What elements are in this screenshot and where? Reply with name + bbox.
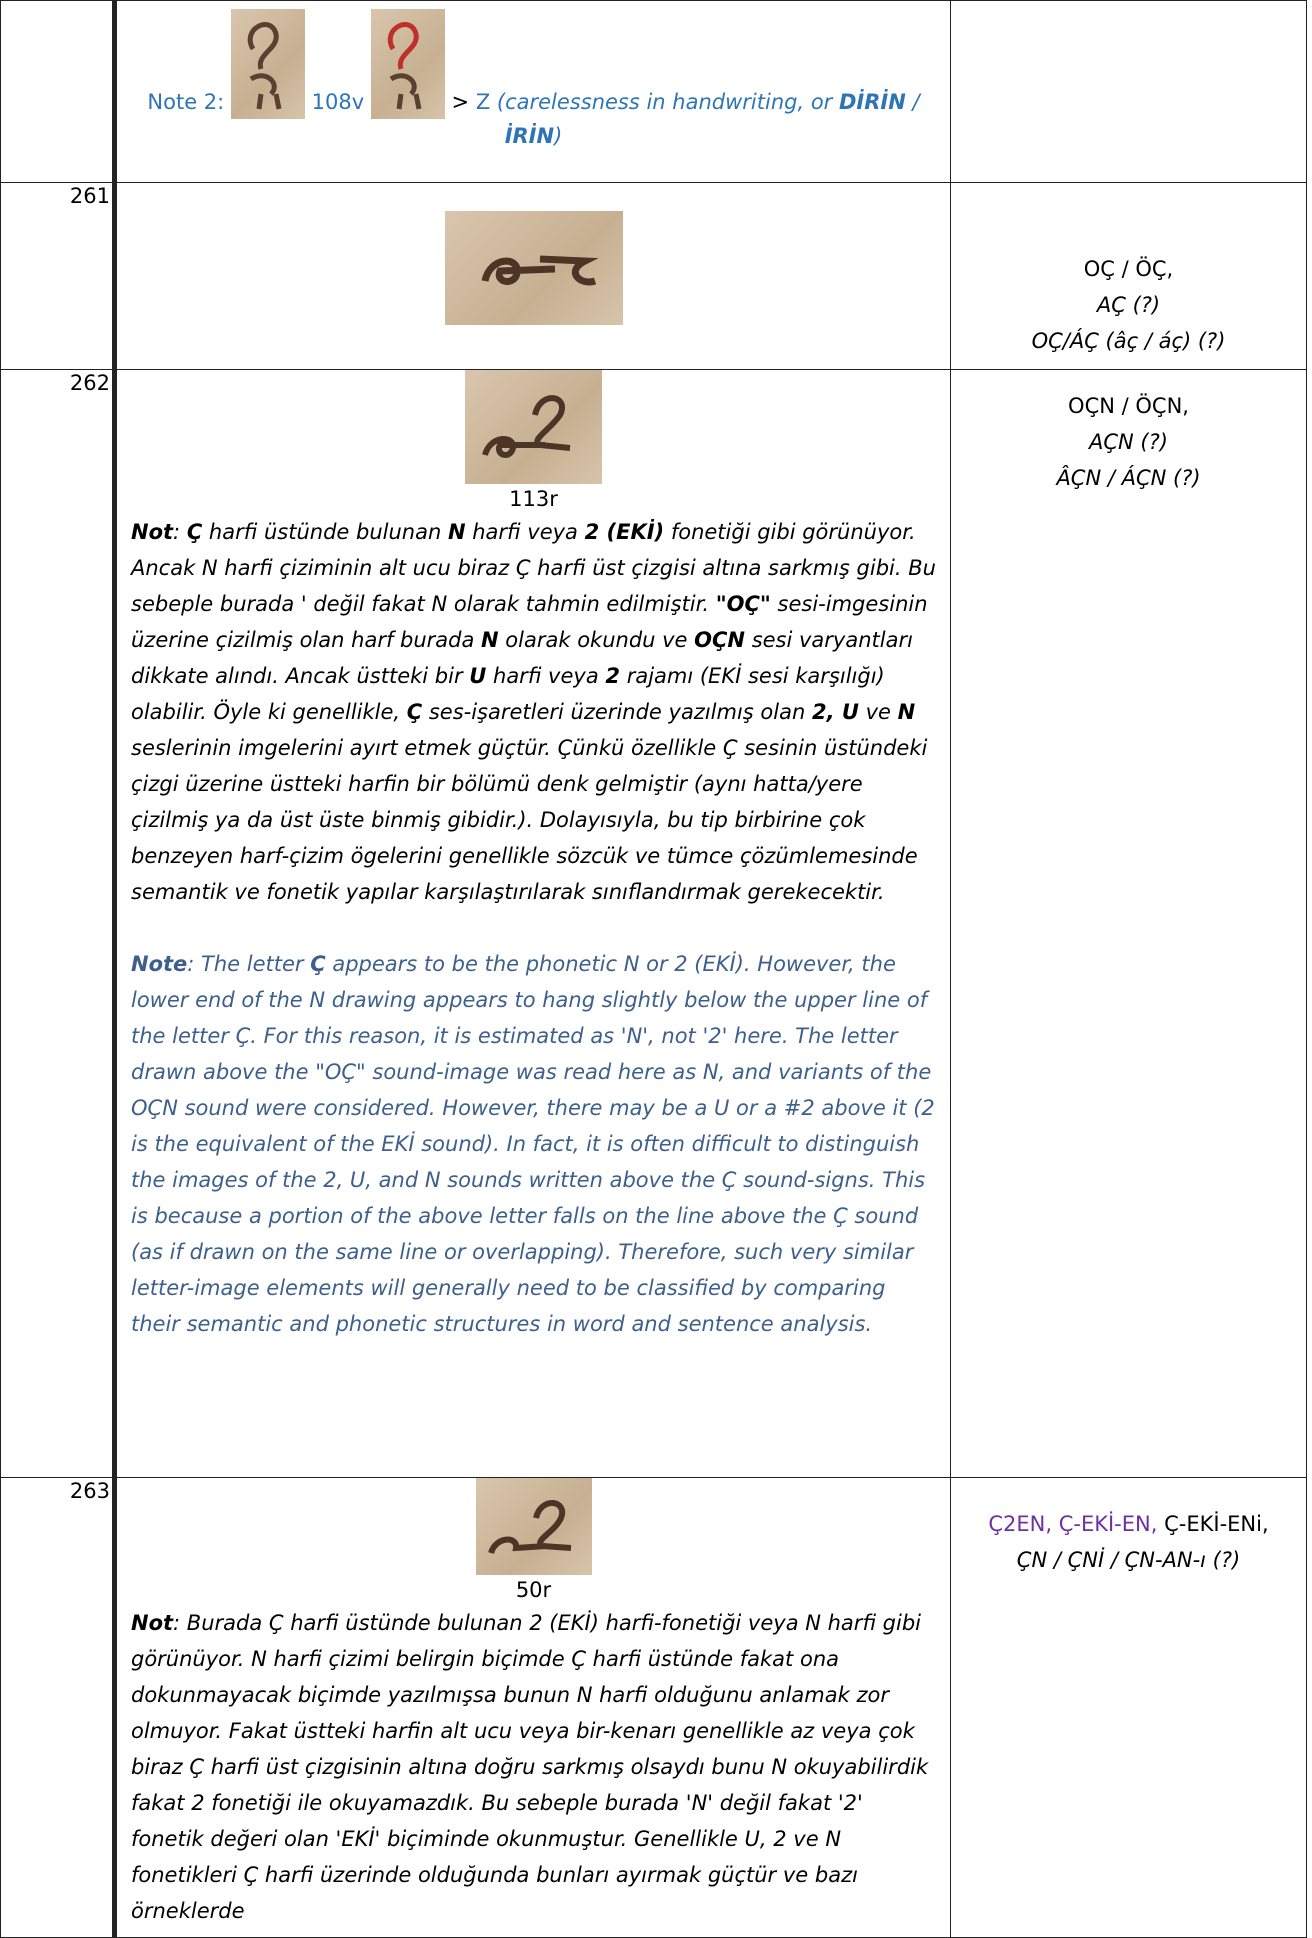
text-run: sesi varyantları dikkate alındı. Ancak ü… (131, 628, 913, 688)
reading-line: AÇ (?) (952, 287, 1306, 323)
text-run: Ç (186, 520, 203, 544)
text-run: İRİN (504, 124, 555, 148)
row: 261 OÇ / ÖÇ, AÇ (?) OÇ/ÁÇ (âç / áç) (?) (0, 182, 1307, 370)
text-run: rajamı (EKİ sesi karşılığı) olabilir. Öy… (131, 664, 885, 724)
readings: OÇ / ÖÇ, AÇ (?) OÇ/ÁÇ (âç / áç) (?) (952, 184, 1306, 360)
text-run: Ç-EKİ-ENi, (1164, 1512, 1269, 1536)
text-run: ve (858, 700, 898, 724)
text-run: DİRİN (838, 90, 906, 114)
text-run: Ç (310, 952, 326, 976)
text-run: OÇN / ÖÇN, (1068, 394, 1189, 418)
reading-line: OÇN / ÖÇN, (952, 388, 1306, 424)
glyph-image (465, 370, 602, 484)
note-english: Note: The letter Ç appears to be the pho… (131, 946, 936, 1342)
text-run: : (173, 520, 187, 544)
note-2: Note 2: 108v > Z (carelessness in handwr… (131, 2, 936, 154)
text-run: N (447, 520, 466, 544)
reading-line: OÇ/ÁÇ (âç / áç) (?) (952, 323, 1306, 359)
row: 262 113r Not: Ç harfi üstünde bulunan N … (0, 369, 1307, 1478)
content-cell (114, 182, 951, 370)
text-run: fonetiği gibi görünüyor. Ancak N harfi ç… (131, 520, 936, 616)
text-run: ÂÇN / ÁÇN (?) (1056, 466, 1201, 490)
folio: 108v (311, 90, 365, 114)
row: Note 2: 108v > Z (carelessness in handwr… (0, 0, 1307, 183)
readings: Ç2EN, Ç-EKİ-EN, Ç-EKİ-ENi, ÇN / ÇNİ / ÇN-… (952, 1479, 1306, 1579)
text-run: OÇ / ÖÇ, (1083, 257, 1174, 281)
text-run: AÇN (?) (1089, 430, 1168, 454)
text-run: harfi veya (486, 664, 606, 688)
number-cell: 262 (0, 369, 117, 1478)
reading-line: OÇ / ÖÇ, (952, 251, 1306, 287)
text-run: U (469, 664, 487, 688)
number-cell (0, 0, 117, 183)
content-cell: 50r Not: Burada Ç harfi üstünde bulunan … (114, 1477, 951, 1938)
content-cell: 113r Not: Ç harfi üstünde bulunan N harf… (114, 369, 951, 1478)
text-run: 2 (605, 664, 621, 688)
glyph-image (230, 9, 305, 119)
text-run: Not (131, 1611, 174, 1635)
text-run: OÇN (694, 628, 746, 652)
note-turkish: Not: Burada Ç harfi üstünde bulunan 2 (E… (131, 1605, 936, 1929)
text-run: N (481, 628, 499, 652)
number-cell: 261 (0, 182, 117, 370)
text-run: ÇN / ÇNİ / ÇN-AN-ı (?) (1016, 1548, 1241, 1572)
readings: OÇN / ÖÇN, AÇN (?) ÂÇN / ÁÇN (?) (952, 371, 1306, 497)
text-run: sesi-imgesinin üzerine çizilmiş olan har… (131, 592, 928, 652)
text-run: AÇ (?) (1096, 293, 1161, 317)
reading-cell: OÇ / ÖÇ, AÇ (?) OÇ/ÁÇ (âç / áç) (?) (950, 182, 1307, 370)
text-run: OÇ/ÁÇ (âç / áç) (?) (1031, 329, 1226, 353)
text-run: harfi üstünde bulunan (202, 520, 448, 544)
text-run: N (897, 700, 916, 724)
text-run: 2 (EKİ) (584, 520, 665, 544)
text-run: ses-işaretleri üzerinde yazılmış olan (422, 700, 812, 724)
text-run: "OÇ" (715, 592, 771, 616)
reading-cell (950, 0, 1307, 183)
text-run: Note (131, 952, 188, 976)
reading: > (451, 90, 470, 114)
text-run: Ç (406, 700, 423, 724)
text-run: harfi veya (465, 520, 585, 544)
text-run: ) (554, 124, 563, 148)
row: 263 50r Not: Burada Ç harfi üstünde bulu… (0, 1477, 1307, 1938)
glyph-image (370, 9, 445, 119)
reading-line: ÂÇN / ÁÇN (?) (952, 460, 1306, 496)
text-run: : The letter (187, 952, 311, 976)
text-run: Not (131, 520, 174, 544)
text-run: Ç2EN, Ç-EKİ-EN, (988, 1512, 1165, 1536)
reading-line: ÇN / ÇNİ / ÇN-AN-ı (?) (952, 1542, 1306, 1578)
reading-line: Ç2EN, Ç-EKİ-EN, Ç-EKİ-ENi, (952, 1506, 1306, 1542)
content-cell: Note 2: 108v > Z (carelessness in handwr… (114, 0, 951, 183)
folio: 50r (515, 1578, 552, 1602)
note-turkish: Not: Ç harfi üstünde bulunan N harfi vey… (131, 514, 936, 910)
reading-letter: Z (475, 90, 491, 114)
text-run: olarak okundu ve (498, 628, 695, 652)
reading-line: AÇN (?) (952, 424, 1306, 460)
reading-cell: OÇN / ÖÇN, AÇN (?) ÂÇN / ÁÇN (?) (950, 369, 1307, 1478)
text-run: seslerinin imgelerini ayırt etmek güçtür… (131, 736, 928, 904)
number-cell: 263 (0, 1477, 117, 1938)
text-run: (carelessness in handwriting, or (496, 90, 839, 114)
text-run: / (905, 90, 920, 114)
note-label: Note 2: (147, 90, 225, 114)
text-run: appears to be the phonetic N or 2 (EKİ).… (131, 952, 935, 1336)
text-run: : Burada Ç harfi üstünde bulunan 2 (EKİ)… (131, 1611, 929, 1923)
comment: (carelessness in handwriting, or DİRİN /… (497, 90, 920, 148)
glyph-image (444, 211, 623, 325)
glyph-image (475, 1478, 592, 1575)
text-run: 2, U (811, 700, 859, 724)
folio: 113r (509, 487, 558, 511)
reading-cell: Ç2EN, Ç-EKİ-EN, Ç-EKİ-ENi, ÇN / ÇNİ / ÇN-… (950, 1477, 1307, 1938)
